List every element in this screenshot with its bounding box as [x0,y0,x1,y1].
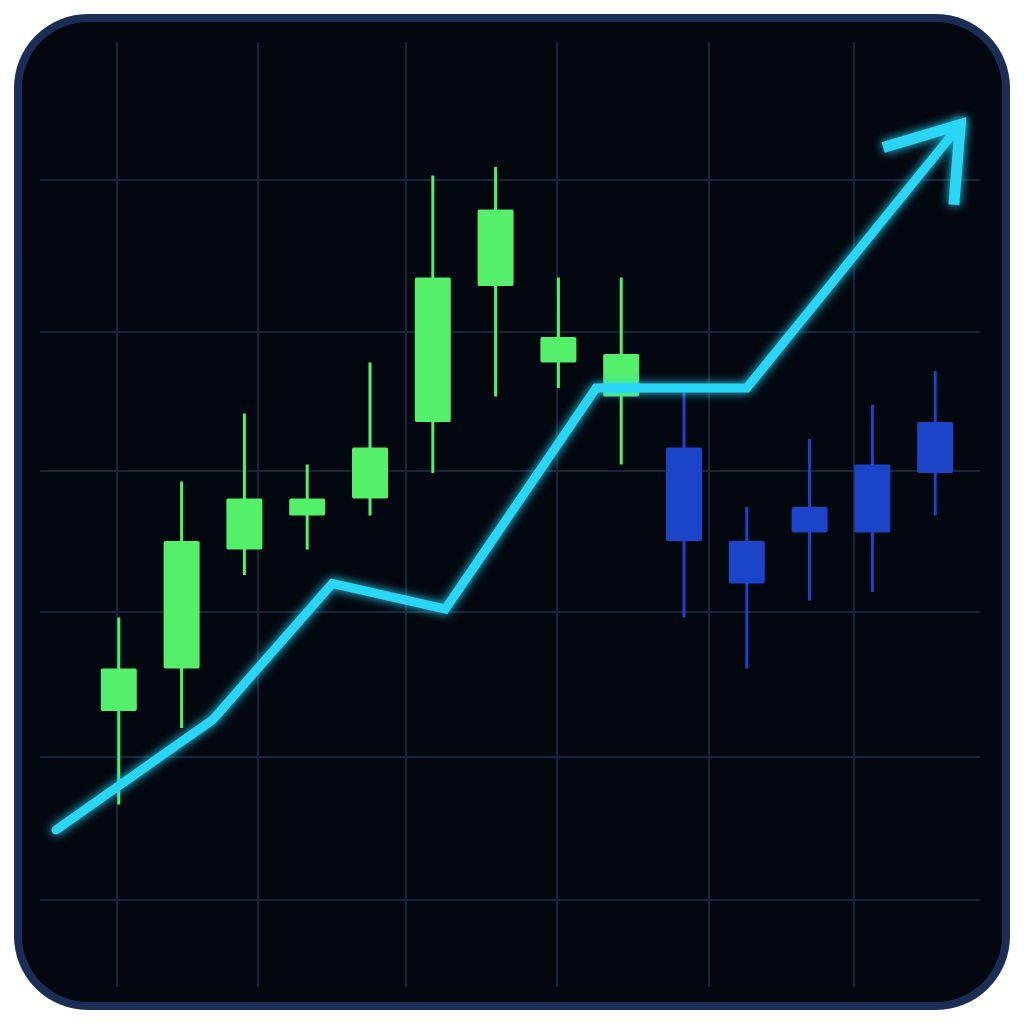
candle [100,617,137,805]
arrow-up-right-icon [881,116,967,206]
candle-body [917,422,954,473]
candle [477,167,514,397]
candle [289,464,326,550]
candle-body [728,541,765,584]
candle [728,507,765,669]
candle-body [666,447,702,541]
candle-body [352,447,388,499]
trend-line-layer [51,116,967,835]
candle-body [540,337,577,363]
candle-body [477,209,514,286]
candle [854,405,891,592]
candlestick-chart [14,14,1010,1010]
candle [791,439,828,601]
candle-body [289,498,326,516]
trend-line [51,120,965,835]
candle-body [100,668,137,711]
candle-body [163,541,200,669]
candle [226,413,263,575]
candle-body [791,507,828,533]
candle-body [854,464,891,533]
candle [414,175,451,473]
candle-body [414,277,451,422]
candle [163,481,200,728]
candle [666,388,702,618]
candle [917,371,954,516]
candle-body [226,498,263,550]
chart-frame [12,12,1012,1012]
candle [352,362,388,516]
candle [540,277,577,388]
